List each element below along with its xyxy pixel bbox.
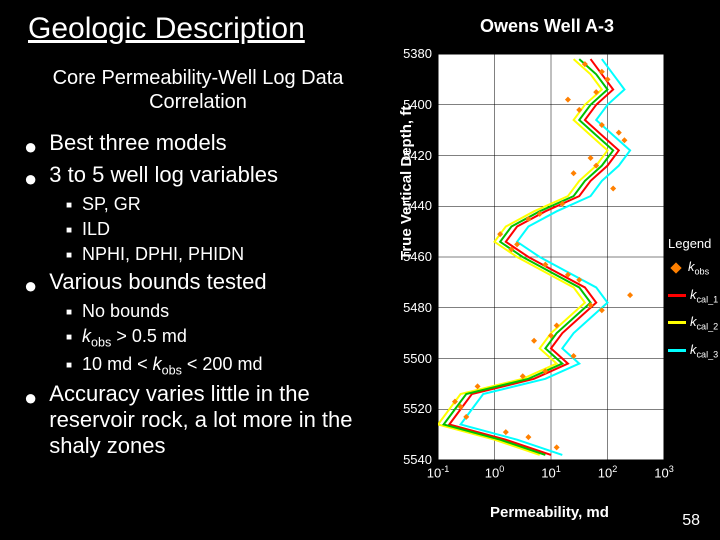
legend-label: kcal_3 (690, 342, 718, 360)
x-tick-label: 101 (531, 464, 571, 480)
bullet-item: ● 3 to 5 well log variables (24, 162, 384, 188)
bullet-text: 3 to 5 well log variables (49, 162, 278, 188)
bullet-dot-icon: ● (24, 275, 37, 297)
legend-item: kcal_2 (668, 314, 720, 332)
legend-item: kcal_3 (668, 342, 720, 360)
bullet-item: ■ NPHI, DPHI, PHIDN (66, 244, 384, 265)
legend-item: kobs (668, 259, 720, 277)
bullet-item: ● Best three models (24, 130, 384, 156)
slide-number: 58 (682, 512, 700, 530)
legend-line-icon (668, 294, 686, 297)
bullet-square-icon: ■ (66, 226, 72, 236)
y-tick-label: 5420 (392, 148, 432, 163)
bullet-text: Various bounds tested (49, 269, 266, 295)
y-tick-label: 5480 (392, 300, 432, 315)
y-tick-label: 5400 (392, 97, 432, 112)
bullet-text: kobs > 0.5 md (82, 326, 187, 350)
bullet-item: ■ kobs > 0.5 md (66, 326, 384, 350)
legend-label: kobs (688, 259, 709, 277)
subtitle: Core Permeability-Well Log Data Correlat… (28, 66, 368, 114)
legend-label: kcal_1 (690, 287, 718, 305)
x-axis-label: Permeability, md (490, 504, 609, 521)
legend-line-icon (668, 349, 686, 352)
bullet-text: NPHI, DPHI, PHIDN (82, 244, 244, 265)
bullet-item: ■ ILD (66, 219, 384, 240)
bullet-item: ● Accuracy varies little in the reservoir… (24, 381, 384, 459)
y-tick-label: 5440 (392, 198, 432, 213)
bullet-square-icon: ■ (66, 308, 72, 318)
bullet-text: SP, GR (82, 194, 141, 215)
chart-title: Owens Well A-3 (480, 16, 614, 37)
x-tick-label: 100 (475, 464, 515, 480)
bullet-text: Accuracy varies little in the reservoir … (49, 381, 384, 459)
legend-title: Legend (668, 236, 720, 251)
chart-plot (438, 54, 664, 460)
bullet-item: ● Various bounds tested (24, 269, 384, 295)
bullet-square-icon: ■ (66, 251, 72, 261)
legend-line-icon (668, 321, 686, 324)
bullet-text: No bounds (82, 301, 169, 322)
x-tick-label: 103 (644, 464, 684, 480)
legend-label: kcal_2 (690, 314, 718, 332)
bullet-dot-icon: ● (24, 136, 37, 158)
legend: Legend kobs kcal_1 kcal_2 kcal_3 (668, 236, 720, 369)
y-tick-label: 5500 (392, 351, 432, 366)
bullet-square-icon: ■ (66, 333, 72, 343)
bullet-list: ● Best three models ● 3 to 5 well log varia… (24, 130, 384, 465)
bullet-item: ■ SP, GR (66, 194, 384, 215)
y-axis-label: True Vertical Depth, ft (398, 106, 415, 260)
bullet-text: ILD (82, 219, 110, 240)
y-tick-label: 5380 (392, 46, 432, 61)
bullet-text: Best three models (49, 130, 226, 156)
bullet-item: ■ 10 md < kobs < 200 md (66, 354, 384, 378)
x-tick-label: 102 (588, 464, 628, 480)
page-title: Geologic Description (28, 12, 305, 46)
x-tick-label: 10-1 (418, 464, 458, 480)
bullet-item: ■ No bounds (66, 301, 384, 322)
y-tick-label: 5520 (392, 401, 432, 416)
bullet-square-icon: ■ (66, 201, 72, 211)
legend-item: kcal_1 (668, 287, 720, 305)
bullet-square-icon: ■ (66, 361, 72, 371)
bullet-text: 10 md < kobs < 200 md (82, 354, 262, 378)
legend-marker-icon (670, 262, 681, 273)
bullet-dot-icon: ● (24, 387, 37, 409)
bullet-dot-icon: ● (24, 168, 37, 190)
y-tick-label: 5460 (392, 249, 432, 264)
